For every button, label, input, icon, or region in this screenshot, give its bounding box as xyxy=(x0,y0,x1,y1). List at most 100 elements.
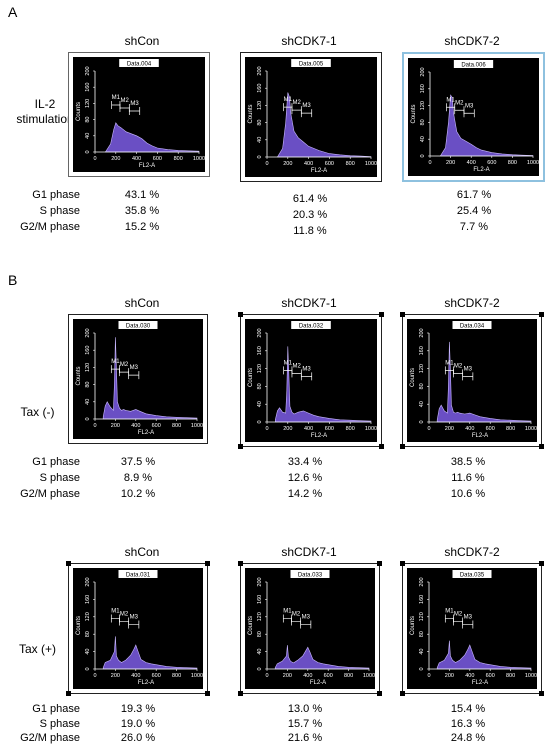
histogram-area xyxy=(274,346,372,423)
x-tick-label: 400 xyxy=(131,423,140,429)
column-title: shCDK7-2 xyxy=(444,34,500,48)
gate-label: M2 xyxy=(120,98,129,104)
histogram-chart: Data.034 0 40 80 120 160 200 0 200 400 600 800 1000 F… xyxy=(407,319,537,442)
phase-value: 19.0 % xyxy=(120,718,156,730)
x-tick-label: 400 xyxy=(465,426,474,432)
y-axis-label: Counts xyxy=(76,616,82,635)
column-title: shCDK7-1 xyxy=(281,296,337,310)
phase-value: 24.8 % xyxy=(450,732,486,744)
y-tick-label: 40 xyxy=(85,133,91,139)
title-strip xyxy=(118,570,158,578)
phase-value: 61.7 % xyxy=(456,189,492,201)
y-tick-label: 80 xyxy=(85,382,91,388)
column-title: shCon xyxy=(124,34,160,48)
histogram-chart: Data.032 0 40 80 120 160 200 0 200 400 600 800 1000 F… xyxy=(245,319,377,442)
title-strip xyxy=(452,570,492,578)
chart-title: Data.030 xyxy=(126,324,151,330)
x-tick-label: 800 xyxy=(346,426,355,432)
y-tick-label: 0 xyxy=(419,667,425,670)
y-tick-label: 40 xyxy=(257,401,263,407)
y-tick-label: 120 xyxy=(85,363,91,372)
gate-marker xyxy=(463,109,475,118)
title-strip xyxy=(118,321,158,329)
y-tick-label: 120 xyxy=(257,364,263,373)
row-label-tax-plus: Tax (+) xyxy=(18,642,56,656)
y-tick-label: 40 xyxy=(420,136,426,142)
y-tick-label: 200 xyxy=(257,577,263,586)
frame-corner xyxy=(379,444,384,449)
gate-label: M3 xyxy=(465,103,474,109)
x-tick-label: 1000 xyxy=(191,673,203,679)
phase-value: 61.4 % xyxy=(292,193,328,205)
frame-corner xyxy=(400,691,405,696)
y-tick-label: 40 xyxy=(85,649,91,655)
plot-background xyxy=(73,57,205,172)
x-tick-label: 800 xyxy=(344,673,353,679)
x-axis-label: FL2-A xyxy=(311,433,327,439)
phase-value: 25.4 % xyxy=(456,205,492,217)
x-tick-label: 1000 xyxy=(191,423,203,429)
frame-corner xyxy=(205,691,210,696)
x-tick-label: 1000 xyxy=(365,426,377,432)
gate-label: M2 xyxy=(120,362,129,368)
chart-title: Data.032 xyxy=(299,324,324,330)
x-tick-label: 800 xyxy=(346,161,355,167)
x-tick-label: 200 xyxy=(445,426,454,432)
frame-corner xyxy=(66,561,71,566)
gate-label: M1 xyxy=(283,609,292,615)
phase-value: 16.3 % xyxy=(450,718,486,730)
gate-marker xyxy=(462,620,474,629)
column-title: shCon xyxy=(124,545,160,559)
chart-title: Data.031 xyxy=(126,573,151,579)
phase-value: 38.5 % xyxy=(450,456,486,468)
gate-marker xyxy=(300,620,312,629)
y-tick-label: 120 xyxy=(85,612,91,621)
title-strip xyxy=(291,321,331,329)
x-tick-label: 0 xyxy=(93,423,96,429)
x-tick-label: 0 xyxy=(265,426,268,432)
panel-letter-b: B xyxy=(8,272,18,288)
column-title: shCDK7-1 xyxy=(281,545,337,559)
x-axis-label: FL2-A xyxy=(139,163,155,169)
gate-marker xyxy=(462,372,474,381)
phase-label: G2/M phase xyxy=(20,732,80,744)
gate-label: M3 xyxy=(302,366,311,372)
phase-value: 7.7 % xyxy=(459,221,489,233)
x-tick-label: 1000 xyxy=(525,673,537,679)
x-tick-label: 200 xyxy=(111,156,120,162)
x-tick-label: 1000 xyxy=(363,673,375,679)
x-tick-label: 800 xyxy=(506,673,515,679)
phase-value: 10.2 % xyxy=(120,488,156,500)
histogram-chart: Data.031 0 40 80 120 160 200 0 200 400 600 800 1000 F… xyxy=(73,568,203,689)
histogram-chart: Data.005 0 40 80 120 160 200 0 200 400 600 800 1000 F… xyxy=(245,57,377,177)
histogram-frame: Data.005 0 40 80 120 160 200 0 200 400 600 800 1000 F… xyxy=(240,52,382,182)
frame-corner xyxy=(205,561,210,566)
y-axis-label: Counts xyxy=(248,368,254,387)
y-tick-label: 160 xyxy=(85,346,91,355)
gate-label: M1 xyxy=(284,97,293,103)
row-label-line: IL-2 xyxy=(34,97,56,111)
x-tick-label: 200 xyxy=(283,161,292,167)
chart-title: Data.005 xyxy=(299,62,324,68)
phase-value: 10.6 % xyxy=(450,488,486,500)
histogram-chart: Data.006 0 40 80 120 160 200 0 200 400 600 800 1000 F… xyxy=(408,58,539,176)
phase-label: G2/M phase xyxy=(20,488,80,500)
x-tick-label: 200 xyxy=(446,160,455,166)
frame-corner xyxy=(400,312,405,317)
histogram-frame: Data.033 0 40 80 120 160 200 0 200 400 600 800 1000 F… xyxy=(238,561,382,696)
x-axis-label: FL2-A xyxy=(138,430,154,436)
y-axis-label: Counts xyxy=(76,366,82,385)
x-tick-label: 800 xyxy=(172,673,181,679)
histogram-frame: Data.004 0 40 80 120 160 200 0 200 400 600 800 1000 F… xyxy=(68,52,210,177)
gate-label: M2 xyxy=(292,612,301,618)
phase-value: 19.3 % xyxy=(120,703,156,715)
histogram-area xyxy=(436,341,532,423)
gate-label: M1 xyxy=(112,95,121,101)
frame-corner xyxy=(238,561,243,566)
row-label-line: stimulation xyxy=(16,112,74,126)
x-tick-label: 0 xyxy=(427,673,430,679)
y-tick-label: 120 xyxy=(257,612,263,621)
x-tick-label: 600 xyxy=(324,673,333,679)
x-tick-label: 800 xyxy=(506,426,515,432)
histogram-chart: Data.033 0 40 80 120 160 200 0 200 400 600 800 1000 F… xyxy=(245,568,375,689)
